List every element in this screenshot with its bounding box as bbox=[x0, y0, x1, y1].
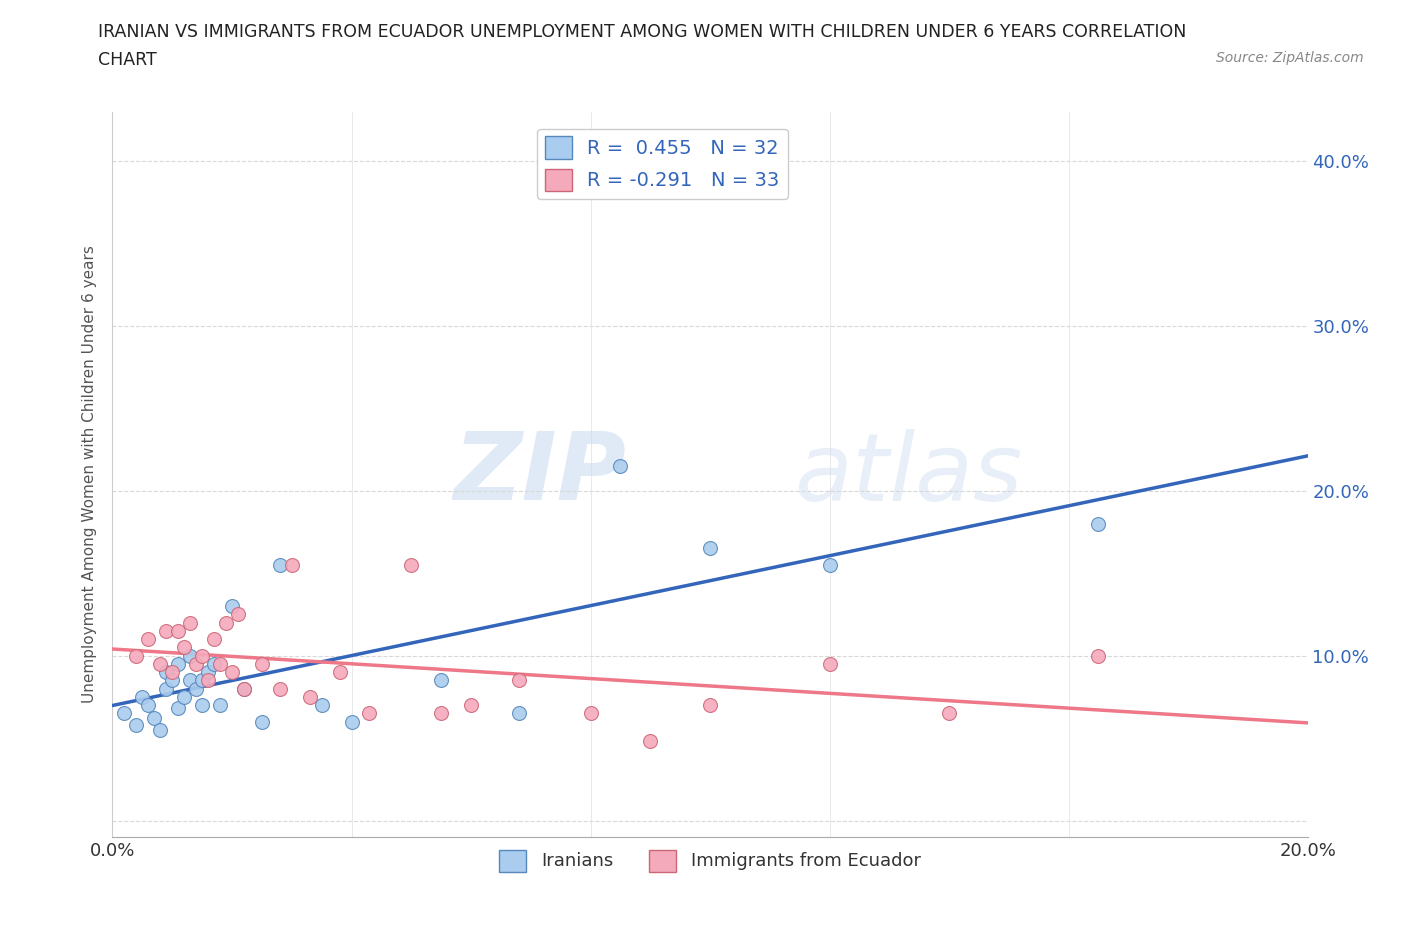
Point bbox=[340, 714, 363, 729]
Point bbox=[191, 698, 214, 712]
Point bbox=[269, 558, 291, 573]
Point bbox=[114, 706, 135, 721]
Text: IRANIAN VS IMMIGRANTS FROM ECUADOR UNEMPLOYMENT AMONG WOMEN WITH CHILDREN UNDER : IRANIAN VS IMMIGRANTS FROM ECUADOR UNEMP… bbox=[98, 23, 1187, 41]
Point bbox=[173, 689, 195, 704]
Point bbox=[155, 681, 177, 696]
Point bbox=[186, 681, 208, 696]
Point bbox=[1087, 648, 1109, 663]
Point bbox=[226, 607, 249, 622]
Point bbox=[215, 616, 238, 631]
Point bbox=[818, 558, 841, 573]
Point bbox=[460, 698, 482, 712]
Text: ZIP: ZIP bbox=[454, 429, 627, 520]
Y-axis label: Unemployment Among Women with Children Under 6 years: Unemployment Among Women with Children U… bbox=[82, 246, 97, 703]
Point bbox=[508, 706, 530, 721]
Point bbox=[191, 648, 214, 663]
Point bbox=[149, 657, 172, 671]
Point bbox=[609, 458, 631, 473]
Point bbox=[162, 665, 183, 680]
Point bbox=[281, 558, 304, 573]
Point bbox=[1087, 516, 1109, 531]
Point bbox=[202, 631, 225, 646]
Point bbox=[173, 640, 195, 655]
Point bbox=[138, 631, 160, 646]
Point bbox=[508, 673, 530, 688]
Text: atlas: atlas bbox=[793, 429, 1022, 520]
Point bbox=[938, 706, 960, 721]
Point bbox=[186, 657, 208, 671]
Point bbox=[155, 623, 177, 638]
Point bbox=[138, 698, 160, 712]
Point bbox=[250, 714, 273, 729]
Point bbox=[179, 616, 201, 631]
Point bbox=[197, 673, 219, 688]
Point bbox=[233, 681, 256, 696]
Point bbox=[125, 648, 148, 663]
Point bbox=[167, 701, 190, 716]
Legend: Iranians, Immigrants from Ecuador: Iranians, Immigrants from Ecuador bbox=[492, 843, 928, 879]
Point bbox=[131, 689, 153, 704]
Point bbox=[155, 665, 177, 680]
Point bbox=[250, 657, 273, 671]
Point bbox=[162, 673, 183, 688]
Point bbox=[221, 599, 243, 614]
Point bbox=[699, 541, 721, 556]
Point bbox=[430, 706, 453, 721]
Point bbox=[640, 734, 662, 749]
Point bbox=[191, 673, 214, 688]
Point bbox=[179, 673, 201, 688]
Point bbox=[579, 706, 602, 721]
Point bbox=[221, 665, 243, 680]
Point bbox=[233, 681, 256, 696]
Point bbox=[167, 623, 190, 638]
Text: CHART: CHART bbox=[98, 51, 157, 69]
Point bbox=[298, 689, 321, 704]
Point bbox=[311, 698, 333, 712]
Point bbox=[699, 698, 721, 712]
Point bbox=[143, 711, 166, 725]
Point bbox=[202, 657, 225, 671]
Point bbox=[269, 681, 291, 696]
Text: Source: ZipAtlas.com: Source: ZipAtlas.com bbox=[1216, 51, 1364, 65]
Point bbox=[149, 723, 172, 737]
Point bbox=[209, 698, 232, 712]
Point bbox=[818, 657, 841, 671]
Point bbox=[359, 706, 381, 721]
Point bbox=[197, 665, 219, 680]
Point bbox=[179, 648, 201, 663]
Point bbox=[401, 558, 423, 573]
Point bbox=[167, 657, 190, 671]
Point bbox=[329, 665, 352, 680]
Point bbox=[209, 657, 232, 671]
Point bbox=[125, 717, 148, 732]
Point bbox=[430, 673, 453, 688]
